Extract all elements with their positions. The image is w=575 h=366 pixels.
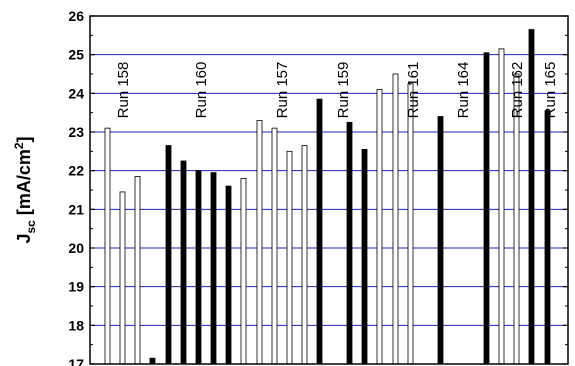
bar (210, 172, 217, 365)
bar (271, 127, 278, 365)
y-tick-label: 22 (68, 163, 84, 179)
bar (361, 148, 368, 365)
y-tick-label: 25 (68, 47, 84, 63)
bar (437, 116, 444, 365)
bar (528, 29, 535, 365)
y-axis-label-part: 2 (12, 142, 26, 149)
bar (165, 145, 172, 365)
bar (498, 48, 505, 365)
y-tick-label: 19 (68, 279, 84, 295)
bar (256, 120, 263, 365)
bar (195, 170, 202, 365)
bar (407, 83, 414, 365)
y-tick-label: 26 (68, 8, 84, 24)
bar (104, 127, 111, 365)
y-axis-label: Jsc [mA/cm2] (12, 136, 38, 243)
run-label: Run 159 (335, 62, 352, 119)
y-tick-label: 17 (68, 356, 84, 366)
run-label: Run 162 (509, 62, 526, 119)
y-tick-label: 23 (68, 124, 84, 140)
bar (376, 89, 383, 365)
run-label: Run 164 (455, 62, 472, 119)
bar (392, 73, 399, 365)
bar (544, 110, 551, 365)
bars (104, 29, 551, 365)
y-tick-label: 18 (68, 317, 84, 333)
bar (134, 176, 141, 365)
bar (286, 150, 293, 365)
bar (301, 145, 308, 365)
y-axis-label-part: J (14, 234, 34, 244)
gridlines (90, 54, 568, 326)
y-axis-label-part: [mA/cm (14, 149, 34, 220)
bar (240, 177, 247, 365)
bar (225, 185, 232, 365)
bar (149, 357, 156, 365)
run-label: Run 165 (542, 62, 559, 119)
y-tick-label: 24 (68, 85, 84, 101)
run-label: Run 157 (274, 62, 291, 119)
y-axis-label-part: sc (24, 220, 38, 234)
bar (346, 121, 353, 365)
run-label: Run 158 (115, 62, 132, 119)
run-labels: Run 158 Run 160 Run 157 Run 159 Run 161 Run 1… (115, 62, 559, 119)
run-label: Run 160 (193, 62, 210, 119)
bar (316, 98, 323, 365)
y-tick-label: 21 (68, 201, 84, 217)
bar (483, 52, 490, 365)
y-axis: 17 18 19 20 21 22 23 24 25 26 (68, 8, 568, 366)
y-tick-label: 20 (68, 240, 84, 256)
run-label: Run 161 (405, 62, 422, 119)
y-axis-label-part: ] (14, 136, 34, 142)
bar (119, 191, 126, 365)
bar (180, 160, 187, 365)
plot-frame (89, 15, 569, 365)
